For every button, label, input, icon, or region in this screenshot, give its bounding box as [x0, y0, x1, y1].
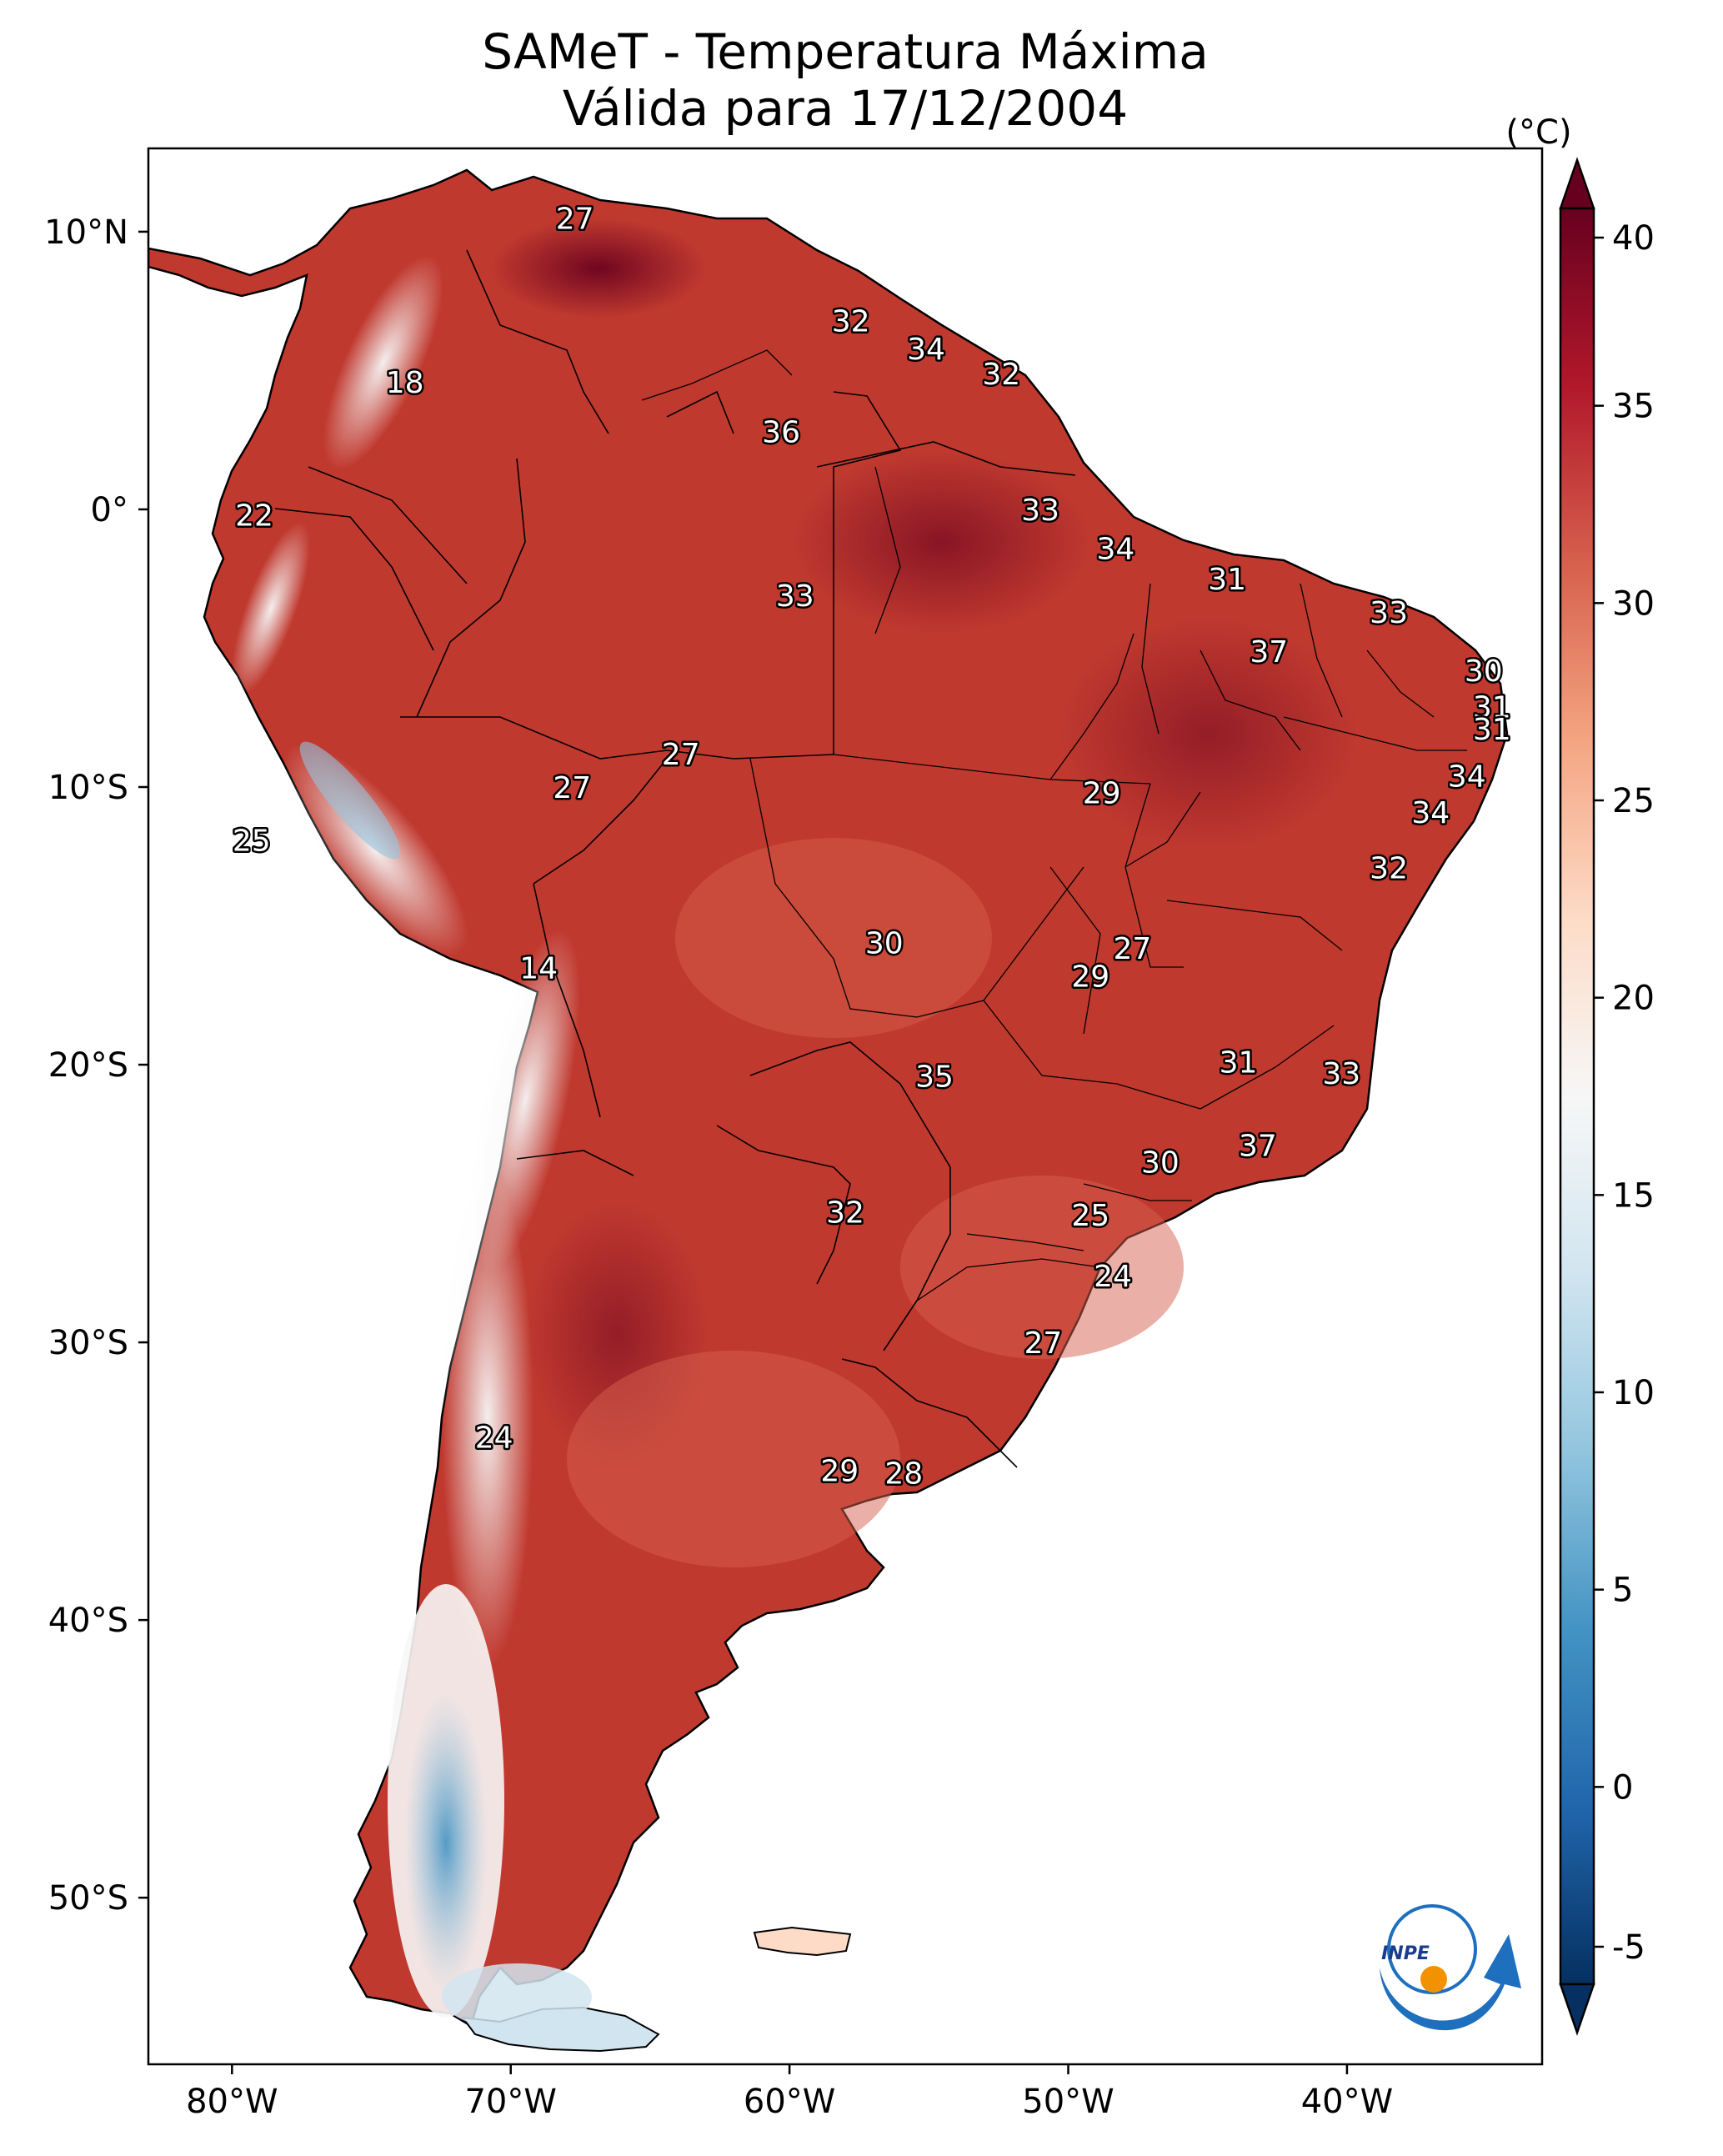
temperature-value-label: 37 — [1250, 635, 1288, 669]
temperature-value-label: 33 — [776, 579, 814, 614]
lat-tick-label: 40°S — [48, 1602, 128, 1640]
colorbar-bottom-extension — [1559, 1983, 1595, 2036]
temperature-value-label: 33 — [1021, 494, 1059, 528]
map-frame — [147, 147, 1544, 2066]
temperature-value-label: 27 — [556, 202, 594, 236]
logo-ring — [1387, 1904, 1477, 1994]
colorbar: (°C) 40 35 30 25 20 15 10 5 0 -5 — [1505, 113, 1655, 2036]
temperature-value-label: 37 — [1239, 1130, 1277, 1164]
andes-cool-ecuador — [231, 522, 311, 695]
lat-tick-label: 10°S — [48, 769, 128, 807]
temperature-value-label: 29 — [1083, 777, 1121, 811]
lat-tick-label: 50°S — [48, 1879, 128, 1918]
patagonia-cold — [404, 1692, 488, 1993]
lat-tick-label: 10°N — [44, 213, 128, 252]
andes-cool-colombia — [323, 255, 443, 470]
temperature-value-label: 34 — [907, 333, 945, 367]
logo-dot — [1420, 1966, 1447, 1993]
warm-area-central — [675, 838, 992, 1038]
inpe-logo: INPE — [1380, 1904, 1521, 2031]
temperature-value-label: 34 — [1411, 796, 1450, 830]
latitude-axis: 10°N 0° 10°S 20°S 30°S 40°S 50°S — [44, 213, 148, 1918]
temperature-value-label: 30 — [1465, 654, 1503, 689]
colorbar-tick-label: 20 — [1612, 980, 1655, 1018]
map-title-line1: SAMeT - Temperatura Máxima — [482, 23, 1209, 80]
colorbar-bar — [1559, 207, 1595, 1986]
temperature-value-label: 31 — [1473, 713, 1511, 747]
lat-tick-label: 20°S — [48, 1046, 128, 1085]
colorbar-tick-label: -5 — [1612, 1928, 1645, 1967]
warm-area-south — [900, 1176, 1184, 1359]
lon-tick-label: 50°W — [1022, 2083, 1114, 2121]
andes-cold-peru — [299, 741, 401, 860]
temperature-value-label: 27 — [1114, 932, 1152, 966]
falkland-islands — [753, 1926, 852, 1957]
temperature-value-label: 33 — [1370, 596, 1408, 630]
hot-spot-venezuela — [490, 218, 707, 318]
lon-tick-label: 70°W — [464, 2083, 556, 2121]
colorbar-tick-label: 5 — [1612, 1572, 1633, 1610]
colorbar-tick-label: 35 — [1612, 388, 1655, 426]
temperature-value-label: 18 — [386, 366, 424, 400]
temperature-value-label: 24 — [475, 1421, 513, 1455]
colorbar-tick-label: 25 — [1612, 782, 1655, 820]
logo-arrow — [1380, 1934, 1521, 2031]
colorbar-ticks: 40 35 30 25 20 15 10 5 0 -5 — [1594, 219, 1655, 1967]
temperature-value-label: 32 — [826, 1196, 864, 1231]
hot-spot-northeast — [1059, 617, 1359, 850]
warm-area-pampas — [567, 1351, 900, 1567]
temperature-value-label: 27 — [662, 738, 700, 772]
lon-tick-label: 60°W — [744, 2083, 835, 2121]
temperature-value-label: 32 — [832, 304, 870, 338]
temperature-value-label: 29 — [820, 1454, 859, 1488]
colorbar-tick-label: 0 — [1612, 1768, 1633, 1807]
temperature-value-label: 35 — [915, 1060, 954, 1094]
temperature-value-label: 25 — [1071, 1199, 1109, 1233]
colorbar-top-extension — [1559, 157, 1595, 210]
temperature-value-label: 31 — [1208, 563, 1246, 597]
colorbar-tick-label: 30 — [1612, 584, 1655, 623]
lon-tick-label: 40°W — [1301, 2083, 1393, 2121]
colorbar-tick-label: 15 — [1612, 1176, 1655, 1215]
temperature-value-label: 27 — [1024, 1326, 1063, 1361]
logo-text: INPE — [1381, 1943, 1430, 1964]
lon-tick-label: 80°W — [186, 2083, 278, 2121]
country-borders — [274, 249, 1076, 1468]
map-title-line2: Válida para 17/12/2004 — [563, 80, 1128, 137]
temperature-value-label: 32 — [982, 358, 1020, 392]
temperature-value-label: 27 — [553, 771, 591, 805]
lat-tick-label: 0° — [91, 491, 128, 529]
longitude-axis: 80°W 70°W 60°W 50°W 40°W — [186, 2064, 1393, 2121]
temperature-value-label: 30 — [1141, 1146, 1180, 1181]
state-borders — [641, 349, 1467, 1301]
temperature-value-label: 29 — [1071, 960, 1109, 994]
map-area — [148, 148, 1542, 2064]
lat-tick-label: 30°S — [48, 1324, 128, 1362]
temperature-value-label: 30 — [865, 927, 904, 961]
temperature-value-label: 25 — [233, 824, 271, 858]
temperature-value-label: 31 — [1220, 1046, 1258, 1081]
temperature-value-label: 33 — [1322, 1057, 1360, 1091]
temperature-value-label: 34 — [1448, 760, 1486, 795]
temperature-value-label: 28 — [884, 1457, 923, 1492]
temperature-value-label: 32 — [1370, 852, 1408, 886]
temperature-value-label: 22 — [235, 499, 273, 534]
southern-tip-cold — [442, 1963, 592, 2030]
colorbar-tick-label: 40 — [1612, 219, 1655, 258]
temperature-value-label: 24 — [1094, 1260, 1132, 1294]
temperature-value-label: 36 — [762, 416, 800, 450]
temperature-value-label: 34 — [1096, 533, 1134, 567]
temperature-value-label: 31 — [1473, 690, 1511, 725]
temperature-value-label: 14 — [519, 951, 558, 985]
colorbar-unit: (°C) — [1505, 113, 1571, 152]
hot-spot-amazon — [792, 450, 1092, 634]
andes-cool-chile — [442, 1167, 533, 1667]
colorbar-tick-label: 10 — [1612, 1374, 1655, 1412]
